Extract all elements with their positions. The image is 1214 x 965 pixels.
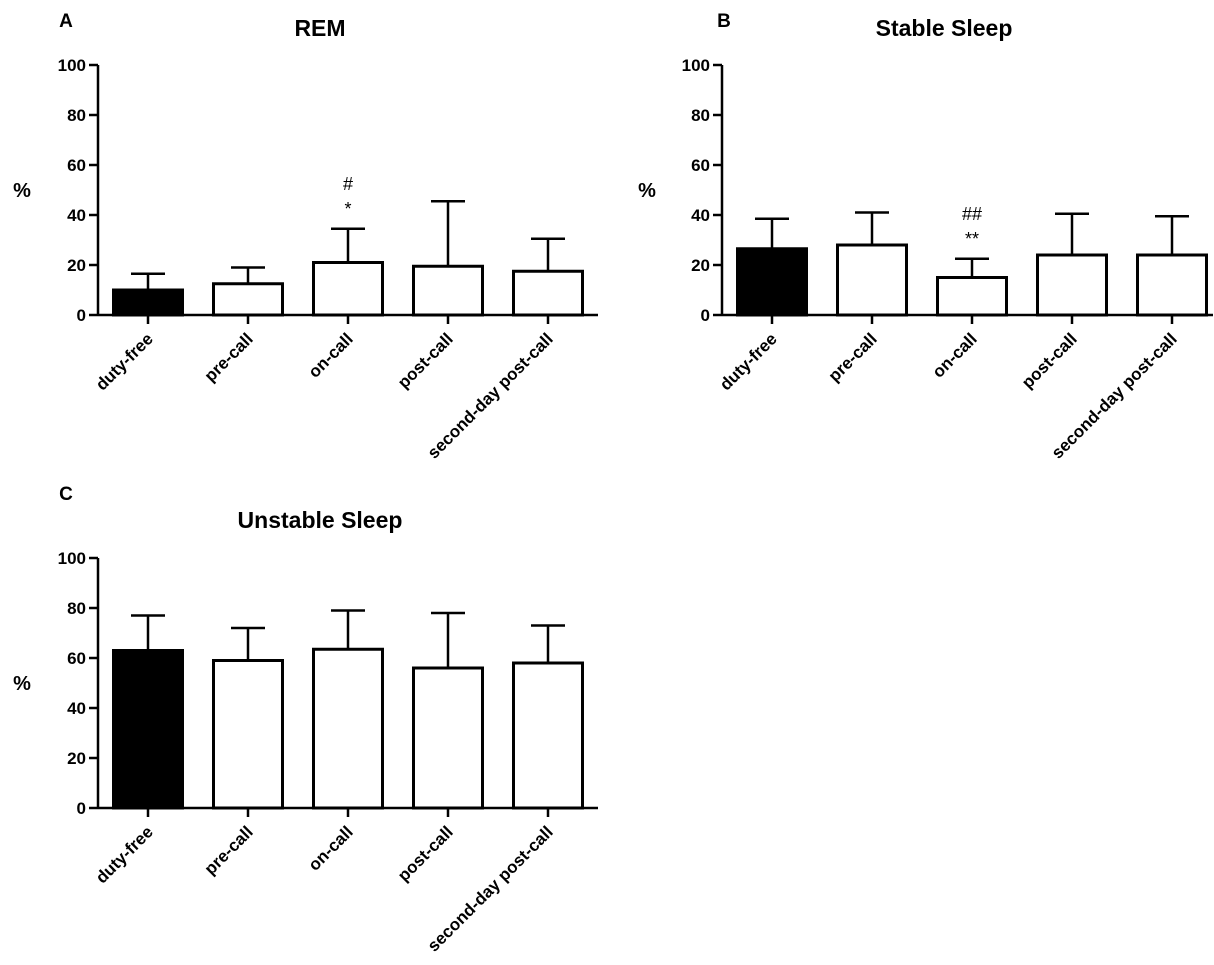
x-category-label: pre-call — [825, 329, 881, 385]
significance-marker: # — [343, 174, 353, 194]
x-category-label: on-call — [305, 822, 357, 874]
x-category-label: duty-free — [92, 329, 157, 394]
panel-letter: A — [59, 11, 73, 32]
chart-title: REM — [294, 15, 345, 41]
y-tick-label: 100 — [682, 56, 710, 75]
x-category-label: post-call — [1018, 329, 1081, 392]
x-category-label: duty-free — [92, 822, 157, 887]
significance-marker: ** — [965, 229, 979, 249]
y-tick-label: 60 — [67, 156, 86, 175]
panel-letter: C — [59, 484, 73, 505]
bar-pre-call — [212, 282, 284, 317]
x-category-label: post-call — [394, 329, 457, 392]
bar-second-day-post-call — [512, 269, 584, 317]
y-tick-label: 60 — [691, 156, 710, 175]
x-category-label: on-call — [929, 329, 981, 381]
chart-title: Unstable Sleep — [238, 507, 403, 533]
x-category-label: pre-call — [201, 329, 257, 385]
panel-letter: B — [717, 11, 731, 32]
y-tick-label: 0 — [77, 306, 86, 325]
chart-panel-b: B Stable Sleep% 0 20 40 60 80 100 duty-free pre-c… — [638, 11, 1213, 462]
x-category-label: pre-call — [201, 822, 257, 878]
chart-title: Stable Sleep — [876, 15, 1013, 41]
y-tick-label: 20 — [67, 256, 86, 275]
bar-post-call — [1036, 253, 1108, 317]
x-category-label: duty-free — [716, 329, 781, 394]
bar-post-call — [412, 264, 484, 317]
y-axis-label: % — [13, 673, 31, 695]
y-axis-label: % — [638, 180, 656, 202]
bar-on-call — [312, 261, 384, 317]
y-axis-label: % — [13, 180, 31, 202]
y-tick-label: 40 — [67, 206, 86, 225]
y-tick-label: 20 — [67, 749, 86, 768]
bar-duty-free — [736, 247, 808, 317]
y-tick-label: 40 — [67, 699, 86, 718]
bar-pre-call — [836, 243, 908, 317]
x-category-label: on-call — [305, 329, 357, 381]
x-category-label: post-call — [394, 822, 457, 885]
bar-second-day-post-call — [1136, 253, 1208, 317]
bar-on-call — [936, 276, 1008, 317]
bar-duty-free — [112, 649, 184, 810]
y-tick-label: 100 — [58, 549, 86, 568]
y-tick-label: 100 — [58, 56, 86, 75]
y-tick-label: 40 — [691, 206, 710, 225]
y-tick-label: 80 — [67, 599, 86, 618]
y-tick-label: 60 — [67, 649, 86, 668]
bar-on-call — [312, 647, 384, 810]
y-tick-label: 80 — [691, 106, 710, 125]
y-tick-label: 80 — [67, 106, 86, 125]
chart-panel-a: A REM% 0 20 40 60 80 100 duty-free pre-call on-cal… — [13, 11, 598, 462]
bar-post-call — [412, 666, 484, 810]
bar-duty-free — [112, 288, 184, 317]
bar-second-day-post-call — [512, 661, 584, 810]
bar-pre-call — [212, 659, 284, 810]
significance-marker: ## — [962, 204, 982, 224]
y-tick-label: 20 — [691, 256, 710, 275]
y-tick-label: 0 — [77, 799, 86, 818]
chart-panel-c: C Unstable Sleep% 0 20 40 60 80 100 duty-free pre… — [13, 484, 598, 955]
significance-marker: * — [344, 199, 351, 219]
y-tick-label: 0 — [701, 306, 710, 325]
